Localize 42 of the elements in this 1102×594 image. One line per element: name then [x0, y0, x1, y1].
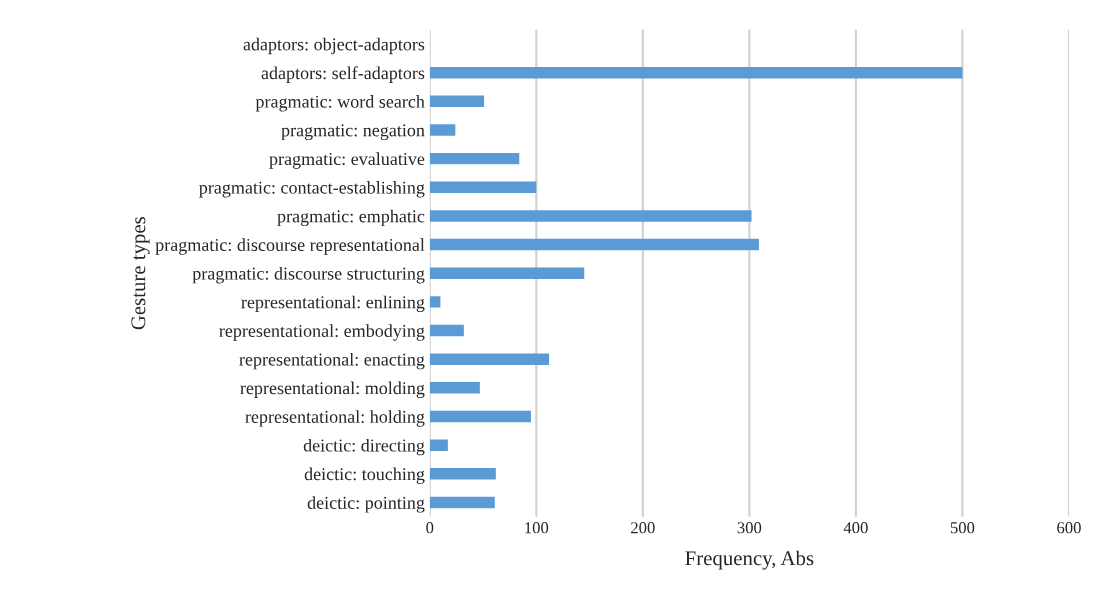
bar [429, 353, 550, 365]
y-tick-label: pragmatic: evaluative [269, 152, 425, 169]
bar [429, 468, 496, 480]
bar [429, 124, 456, 136]
bar [429, 152, 520, 165]
y-tick-label: representational: enacting [239, 352, 425, 370]
bar [429, 324, 464, 337]
bar [429, 181, 537, 194]
bar [429, 267, 585, 279]
y-tick-label: adaptors: object-adaptors [243, 37, 425, 55]
bar [429, 66, 963, 79]
x-tick-label: 600 [1057, 522, 1081, 534]
y-tick-label: representational: enlining [241, 295, 425, 313]
x-axis-title: Frequency, Abs [685, 550, 814, 570]
y-tick-label: deictic: pointing [307, 496, 425, 513]
bar [429, 496, 495, 509]
x-tick-label: 0 [426, 522, 434, 534]
y-tick-label: representational: embodying [219, 324, 425, 341]
bar [429, 95, 485, 108]
bar [429, 439, 448, 451]
x-tick-label: 100 [525, 522, 549, 534]
y-tick-label: adaptors: self-adaptors [261, 66, 425, 83]
y-tick-label: deictic: directing [303, 438, 425, 456]
y-tick-label: representational: holding [245, 410, 425, 427]
y-tick-label: pragmatic: negation [281, 124, 425, 141]
bar [429, 382, 480, 394]
x-tick-label: 200 [631, 522, 655, 534]
bar [429, 238, 759, 251]
y-tick-label: pragmatic: discourse structuring [192, 266, 425, 284]
y-tick-label: representational: molding [240, 381, 425, 399]
bar [429, 210, 752, 222]
x-tick-label: 400 [843, 522, 868, 534]
y-tick-label: pragmatic: discourse representational [155, 238, 425, 255]
y-tick-label: deictic: touching [304, 467, 425, 484]
bar [429, 296, 441, 308]
y-tick-label: pragmatic: emphatic [277, 209, 425, 227]
x-tick-label: 300 [737, 522, 762, 534]
y-tick-label: pragmatic: contact-establishing [199, 181, 425, 198]
y-axis-title: Gesture types [131, 217, 150, 330]
x-tick-label: 500 [950, 522, 975, 534]
y-tick-label: pragmatic: word search [255, 95, 425, 112]
bar [429, 410, 531, 423]
